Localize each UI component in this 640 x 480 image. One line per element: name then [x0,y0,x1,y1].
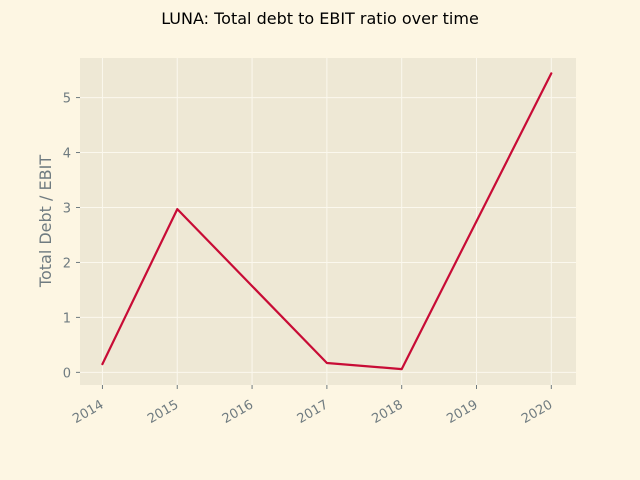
y-axis-label: Total Debt / EBIT [36,155,55,288]
x-tick-label: 2017 [295,397,331,427]
plot-area [80,58,576,385]
x-tick-label: 2019 [444,397,480,427]
y-tick-label: 4 [63,147,71,162]
grid-lines [80,58,576,385]
chart-title: LUNA: Total debt to EBIT ratio over time [161,9,479,28]
x-tick-label: 2020 [519,397,555,427]
x-tick-label: 2018 [370,397,406,427]
y-tick-label: 5 [63,92,71,107]
y-tick-label: 1 [63,311,71,326]
series [101,72,553,371]
y-tick-label: 0 [63,366,71,381]
y-tick-label: 3 [63,201,71,216]
axis-ticks [76,97,552,389]
x-tick-label: 2015 [145,397,181,427]
x-tick-labels: 2014 2015 2016 2017 2018 2019 2020 [70,397,555,427]
y-tick-labels: 0 1 2 3 4 5 [63,92,71,382]
x-tick-label: 2016 [220,397,256,427]
y-tick-label: 2 [63,256,71,271]
x-tick-label: 2014 [70,397,106,427]
